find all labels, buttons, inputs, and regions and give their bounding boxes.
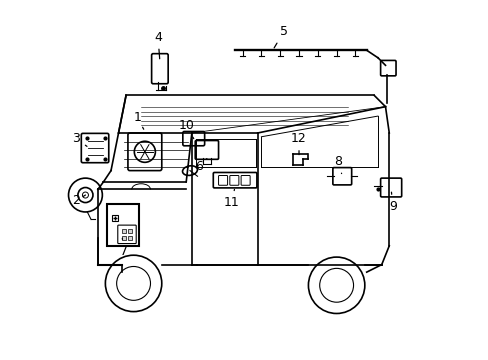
Text: 2: 2: [72, 194, 85, 207]
Text: 9: 9: [388, 192, 396, 213]
Text: 6: 6: [195, 158, 206, 173]
Text: 5: 5: [274, 25, 287, 48]
Text: 12: 12: [290, 132, 306, 155]
Text: 3: 3: [72, 132, 87, 147]
Text: 1: 1: [133, 112, 143, 129]
Text: 10: 10: [178, 119, 194, 139]
Text: 7: 7: [120, 238, 128, 258]
Text: 4: 4: [154, 31, 162, 59]
Text: 8: 8: [334, 155, 342, 174]
Text: 11: 11: [223, 189, 239, 209]
